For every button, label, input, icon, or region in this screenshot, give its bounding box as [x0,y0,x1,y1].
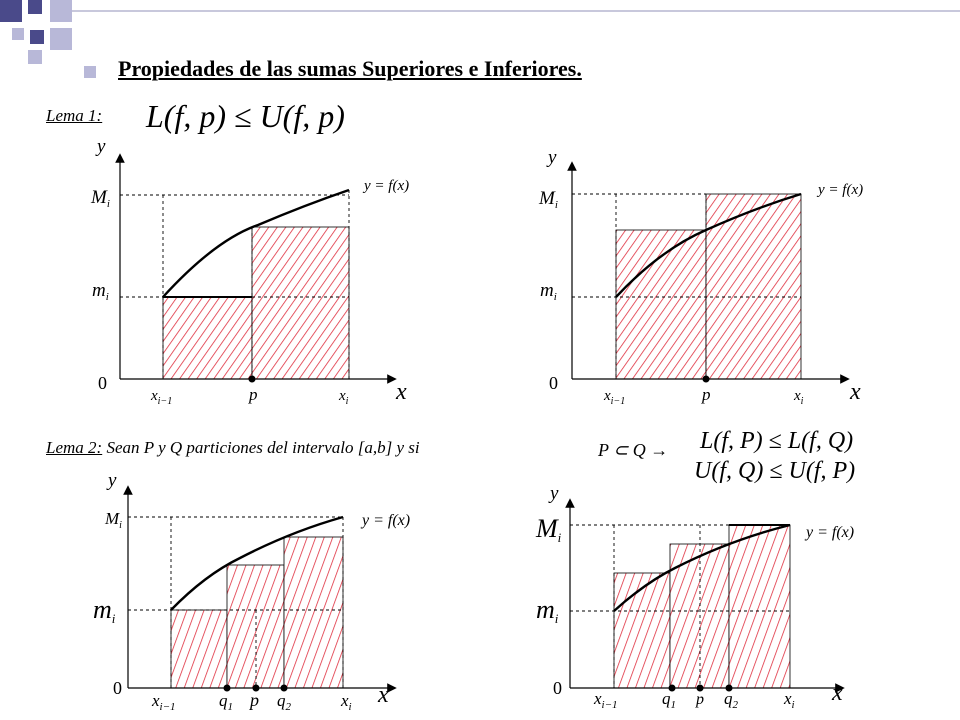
x-axis-label: x [849,379,861,405]
hatch-rect [226,564,285,689]
hatch-rect [705,193,802,380]
x-i-label: xi [338,388,349,407]
p-label: p [248,385,258,404]
origin-label: 0 [113,678,122,698]
deco-square [0,0,22,22]
deco-square [30,30,44,44]
x-i-label: xi [340,691,352,713]
graph-refined-upper-sum: y x 0 Mi mi y = f(x) xi−1 q1 p q2 xi [535,483,854,711]
point-p [252,684,260,692]
p-label: p [701,385,711,404]
m-label: mi [93,595,116,626]
x-i-label: xi [793,388,804,407]
m-label: mi [92,280,109,303]
hatch-rect [613,572,671,689]
p-label: p [695,691,704,708]
lema1-label: Lema 1: [46,106,103,125]
q1-label: q1 [662,689,676,711]
hatch-rect [615,229,707,380]
hatch-rect [728,524,791,689]
x-prev-label: xi−1 [593,689,618,711]
y-axis-label: y [95,136,106,157]
function-label: y = f(x) [362,178,409,194]
m-label: mi [536,595,559,626]
hatch-rect [170,609,228,689]
function-curve [162,188,350,298]
page-title: Propiedades de las sumas Superiores e In… [118,56,582,81]
point-p [702,375,710,383]
bullet [84,66,96,78]
lema2-condition: P ⊂ Q → [598,440,669,460]
x-prev-label: xi−1 [150,388,172,407]
x-axis-label: x [395,379,407,405]
graph-refined-lower-sum: y x 0 Mi mi y = f(x) xi−1 q1 p q2 xi [93,470,410,713]
M-label: Mi [90,187,110,210]
deco-square [12,28,24,40]
deco-square [28,50,42,64]
function-label: y = f(x) [360,512,410,529]
M-label: Mi [538,188,558,211]
header-rule [72,10,960,12]
q1-label: q1 [219,691,233,713]
y-axis-label: y [546,147,557,168]
x-axis-label: x [377,682,389,708]
origin-label: 0 [549,373,558,393]
function-curve [615,192,802,298]
hatch-rect [283,536,344,689]
M-label: Mi [535,514,562,545]
deco-square [50,0,72,22]
lema1-formula: L(f, p) ≤ U(f, p) [146,98,345,134]
function-label: y = f(x) [804,524,854,541]
deco-square [28,0,42,14]
q2-label: q2 [724,689,739,711]
point-q1 [223,684,231,692]
y-axis-label: y [548,483,559,504]
lema2-result-upper: U(f, Q) ≤ U(f, P) [694,458,856,484]
graph-lower-sum: y x 0 Mi mi y = f(x) xi−1 p xi [90,136,409,407]
q2-label: q2 [277,691,292,713]
function-label: y = f(x) [816,182,863,198]
m-label: mi [540,280,557,303]
lema2-statement: Lema 2: Sean P y Q particiones del inter… [46,438,420,457]
hatch-rect [669,543,730,689]
y-axis-label: y [106,470,117,491]
hatch-rect [162,296,253,380]
point-q1 [668,684,676,692]
function-curve [170,515,344,611]
origin-label: 0 [98,373,107,393]
M-label: Mi [104,509,122,531]
origin-label: 0 [553,678,562,698]
graph-upper-sum: y x 0 Mi mi y = f(x) xi−1 p xi [538,147,863,407]
lema2-result-lower: L(f, P) ≤ L(f, Q) [700,428,854,454]
function-curve [613,523,791,612]
point-p [696,684,704,692]
x-axis-label: x [831,680,843,706]
point-q2 [280,684,288,692]
x-i-label: xi [783,689,795,711]
point-q2 [725,684,733,692]
hatch-rect [251,226,350,380]
x-prev-label: xi−1 [151,691,176,713]
x-prev-label: xi−1 [603,388,625,407]
deco-square [50,28,72,50]
p-label: p [248,690,259,710]
point-p [248,375,256,383]
